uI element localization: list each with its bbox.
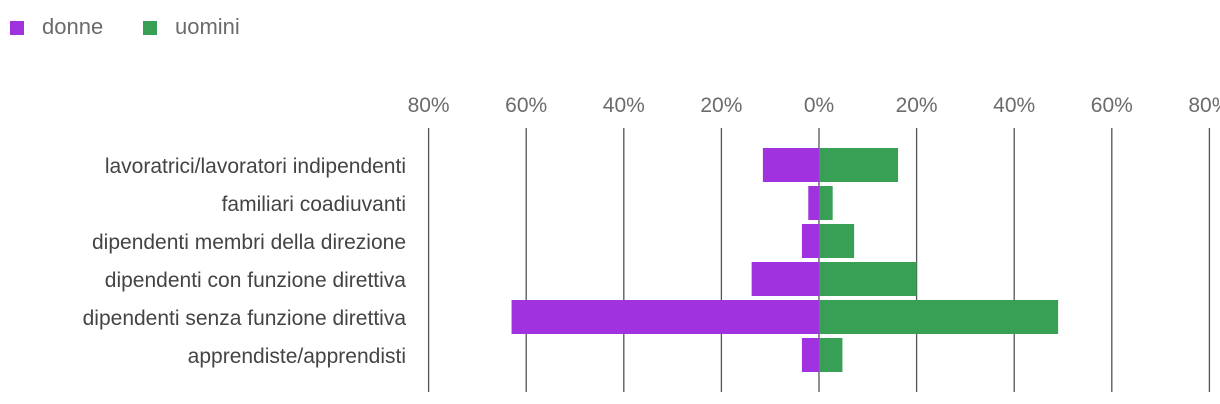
x-tick-label: 20% — [700, 94, 742, 117]
bar-donne — [751, 262, 819, 296]
category-label: apprendiste/apprendisti — [188, 345, 406, 368]
bar-uomini — [819, 224, 855, 258]
x-axis-tick-labels: 80% 60% 40% 20% 0% 20% 40% 60% 80% — [408, 94, 1220, 117]
bar-uomini — [819, 338, 843, 372]
x-tick-label: 20% — [896, 94, 938, 117]
x-tick-label: 60% — [505, 94, 547, 117]
x-tick-label: 60% — [1091, 94, 1133, 117]
category-label: lavoratrici/lavoratori indipendenti — [105, 155, 406, 178]
legend-label-donne: donne — [42, 14, 104, 39]
bar-donne — [762, 148, 819, 182]
x-tick-label: 80% — [1188, 94, 1220, 117]
legend-swatch-uomini — [143, 21, 157, 35]
gridlines — [427, 128, 1211, 392]
bar-uomini — [819, 300, 1059, 334]
category-label: dipendenti senza funzione direttiva — [83, 307, 407, 330]
category-labels: lavoratrici/lavoratori indipendenti famil… — [83, 155, 407, 368]
bar-uomini — [819, 186, 833, 220]
bars — [511, 148, 1059, 372]
bar-donne — [808, 186, 819, 220]
bar-uomini — [819, 262, 917, 296]
x-tick-label: 40% — [603, 94, 645, 117]
legend-swatch-donne — [10, 21, 24, 35]
bar-donne — [511, 300, 819, 334]
bar-donne — [801, 224, 819, 258]
bar-donne — [801, 338, 819, 372]
category-label: dipendenti membri della direzione — [92, 231, 406, 254]
bar-uomini — [819, 148, 899, 182]
x-tick-label: 0% — [804, 94, 834, 117]
x-tick-label: 40% — [993, 94, 1035, 117]
legend-label-uomini: uomini — [175, 14, 240, 39]
category-label: familiari coadiuvanti — [222, 193, 406, 216]
category-label: dipendenti con funzione direttiva — [105, 269, 407, 292]
x-tick-label: 80% — [408, 94, 450, 117]
